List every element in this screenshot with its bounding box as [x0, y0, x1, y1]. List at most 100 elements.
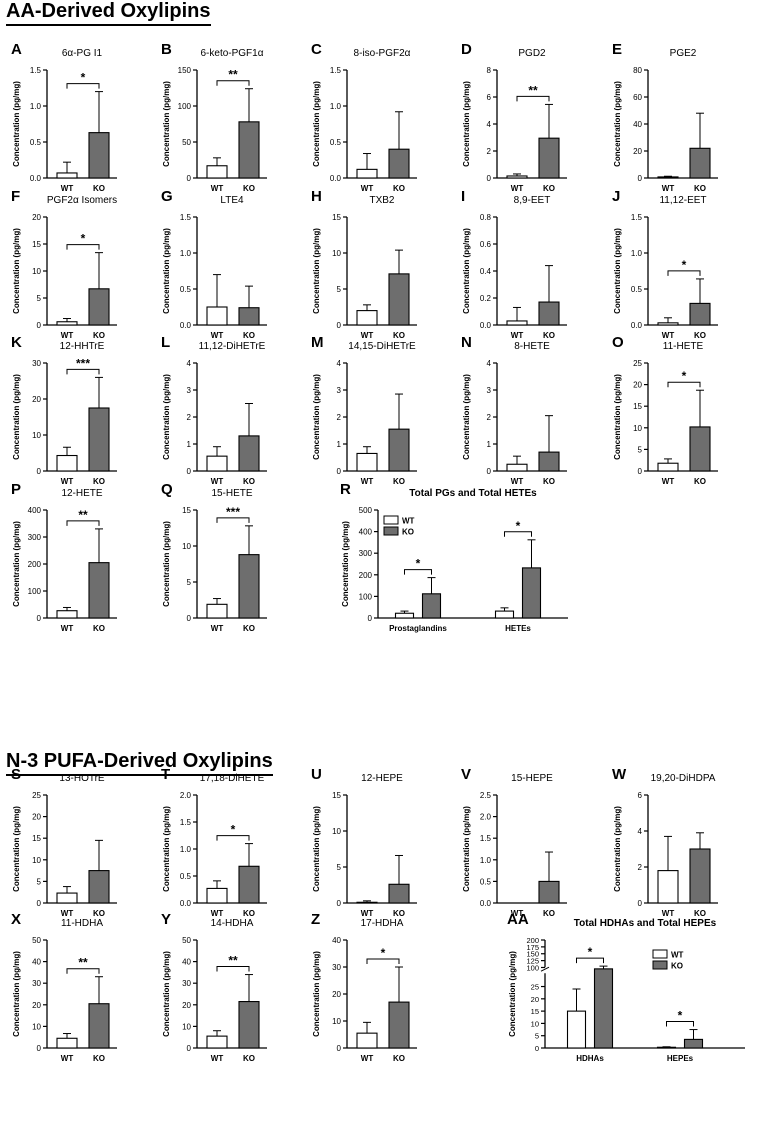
significance-label: * [231, 823, 236, 837]
bar-ko [238, 554, 260, 619]
panel-m: M 14,15-DiHETrE Concentration (pg/mg) 0 1 2 3 4… [311, 334, 417, 486]
y-tick-label: 100 [526, 963, 539, 972]
y-tick-label: 10 [32, 431, 41, 440]
bar-ko [538, 137, 560, 179]
y-tick-label: 30 [332, 963, 341, 972]
x-tick-label: KO [243, 909, 255, 918]
y-tick-label: 0 [37, 614, 42, 623]
y-tick-label: 10 [182, 542, 191, 551]
panel-letter: AA [507, 911, 529, 928]
y-axis-label: Concentration (pg/mg) [12, 951, 21, 1037]
y-tick-label: 2.0 [480, 813, 492, 822]
y-tick-label: 150 [526, 950, 539, 959]
y-tick-label: 4 [487, 359, 492, 368]
y-tick-label: 0.5 [480, 877, 492, 886]
panel-d: D PGD2 Concentration (pg/mg) 0 2 4 6 8 WT KO ** [461, 41, 567, 193]
panel-n: N 8-HETE Concentration (pg/mg) 0 1 2 3 4 WT KO [461, 334, 567, 486]
x-tick-label: WT [361, 909, 374, 918]
y-axis-label: Concentration (pg/mg) [12, 81, 21, 167]
significance-label: *** [76, 356, 90, 370]
panel-letter: D [461, 41, 472, 58]
bar-wt [356, 310, 378, 326]
significance-bracket [576, 957, 604, 964]
y-tick-label: 15 [531, 1007, 539, 1016]
y-tick-label: 0.5 [631, 285, 643, 294]
y-tick-label: 30 [182, 979, 191, 988]
y-tick-label: 400 [359, 528, 373, 537]
y-tick-label: 100 [178, 102, 192, 111]
bar-ko [388, 1001, 410, 1049]
panel-letter: E [612, 41, 622, 58]
y-tick-label: 0.6 [480, 240, 492, 249]
bar-ko [88, 407, 110, 472]
bar-wt [657, 870, 679, 904]
y-tick-label: 10 [32, 267, 41, 276]
section-title-aa: AA-Derived Oxylipins [6, 0, 211, 26]
panel-q: Q 15-HETE Concentration (pg/mg) 0 5 10 15 WT KO *… [161, 481, 267, 633]
panel-title: PGE2 [670, 48, 697, 59]
y-tick-label: 2 [487, 413, 492, 422]
x-tick-label: WT [361, 477, 374, 486]
bar-wt [206, 887, 228, 904]
y-tick-label: 2 [337, 413, 342, 422]
panel-t: T 17,18-DiHETE Concentration (pg/mg) 0.0 0.5… [161, 766, 267, 918]
bar-wt [657, 322, 679, 326]
significance-bracket [516, 95, 550, 102]
y-tick-label: 0 [535, 1044, 539, 1053]
panel-letter: A [11, 41, 22, 58]
significance-label: ** [78, 508, 88, 522]
panel-letter: R [340, 481, 351, 498]
y-tick-label: 100 [359, 592, 373, 601]
panel-letter: F [11, 188, 20, 205]
y-axis-label: Concentration (pg/mg) [312, 374, 321, 460]
axis-break-mark [540, 966, 550, 972]
y-tick-label: 3 [337, 386, 342, 395]
panel-title: Total PGs and Total HETEs [409, 488, 537, 499]
y-tick-label: 0 [337, 467, 342, 476]
bar-ko-prostaglandins [421, 593, 442, 619]
x-tick-label: KO [243, 477, 255, 486]
significance-label: * [588, 945, 593, 959]
x-tick-label: KO [243, 331, 255, 340]
y-tick-label: 0 [638, 467, 643, 476]
y-tick-label: 10 [633, 424, 642, 433]
y-tick-label: 0 [187, 174, 192, 183]
panel-letter: O [612, 334, 624, 351]
y-tick-label: 0.0 [480, 321, 492, 330]
bar-ko [88, 870, 110, 904]
y-tick-label: 5 [337, 863, 342, 872]
significance-label: ** [228, 68, 238, 82]
panel-title: 12-HEPE [361, 773, 403, 784]
panel-letter: S [11, 766, 21, 783]
y-tick-label: 15 [633, 402, 642, 411]
panel-title: Total HDHAs and Total HEPEs [574, 918, 717, 929]
bar-ko [538, 451, 560, 472]
x-tick-label: WT [662, 331, 675, 340]
y-tick-label: 1.5 [480, 834, 492, 843]
significance-bracket [666, 1021, 694, 1027]
significance-bracket [66, 244, 100, 250]
x-tick-label: HEPEs [667, 1054, 694, 1063]
x-tick-label: WT [211, 1054, 224, 1063]
panel-letter: W [612, 766, 627, 783]
y-tick-label: 1.0 [330, 102, 342, 111]
significance-bracket [66, 368, 100, 375]
panel-letter: Y [161, 911, 171, 928]
y-tick-label: 20 [32, 813, 41, 822]
y-tick-label: 2.0 [180, 791, 192, 800]
y-tick-label: 10 [32, 856, 41, 865]
bar-wt-hepes [656, 1046, 677, 1049]
significance-bracket [504, 531, 532, 537]
x-tick-label: WT [61, 477, 74, 486]
panel-title: 11-HDHA [61, 918, 103, 929]
y-tick-label: 0 [638, 174, 643, 183]
y-tick-label: 6 [638, 791, 643, 800]
y-tick-label: 0.5 [180, 872, 192, 881]
bar-wt [206, 306, 228, 326]
panel-e: E PGE2 Concentration (pg/mg) 0 20 40 60 80 WT KO [612, 41, 718, 193]
y-tick-label: 15 [32, 834, 41, 843]
y-tick-label: 1 [337, 440, 342, 449]
panel-title: 13-HOTrE [59, 773, 105, 784]
y-tick-label: 10 [332, 1017, 341, 1026]
